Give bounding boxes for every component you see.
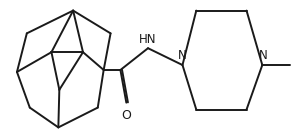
Text: N: N: [258, 49, 267, 62]
Text: HN: HN: [139, 33, 156, 46]
Text: O: O: [121, 109, 131, 122]
Text: N: N: [178, 49, 187, 62]
